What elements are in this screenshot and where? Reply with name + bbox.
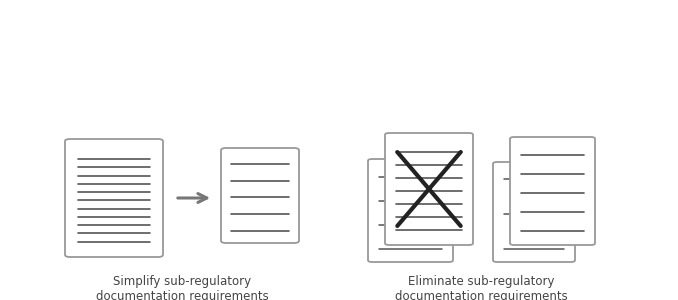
FancyBboxPatch shape xyxy=(493,162,575,262)
Text: Eliminate sub-regulatory
documentation requirements
that are no longer needed: Eliminate sub-regulatory documentation r… xyxy=(395,275,568,300)
Text: Simplify sub-regulatory
documentation requirements: Simplify sub-regulatory documentation re… xyxy=(96,275,268,300)
FancyBboxPatch shape xyxy=(65,139,163,257)
FancyBboxPatch shape xyxy=(510,137,595,245)
FancyBboxPatch shape xyxy=(385,133,473,245)
FancyBboxPatch shape xyxy=(221,148,299,243)
FancyBboxPatch shape xyxy=(368,159,453,262)
